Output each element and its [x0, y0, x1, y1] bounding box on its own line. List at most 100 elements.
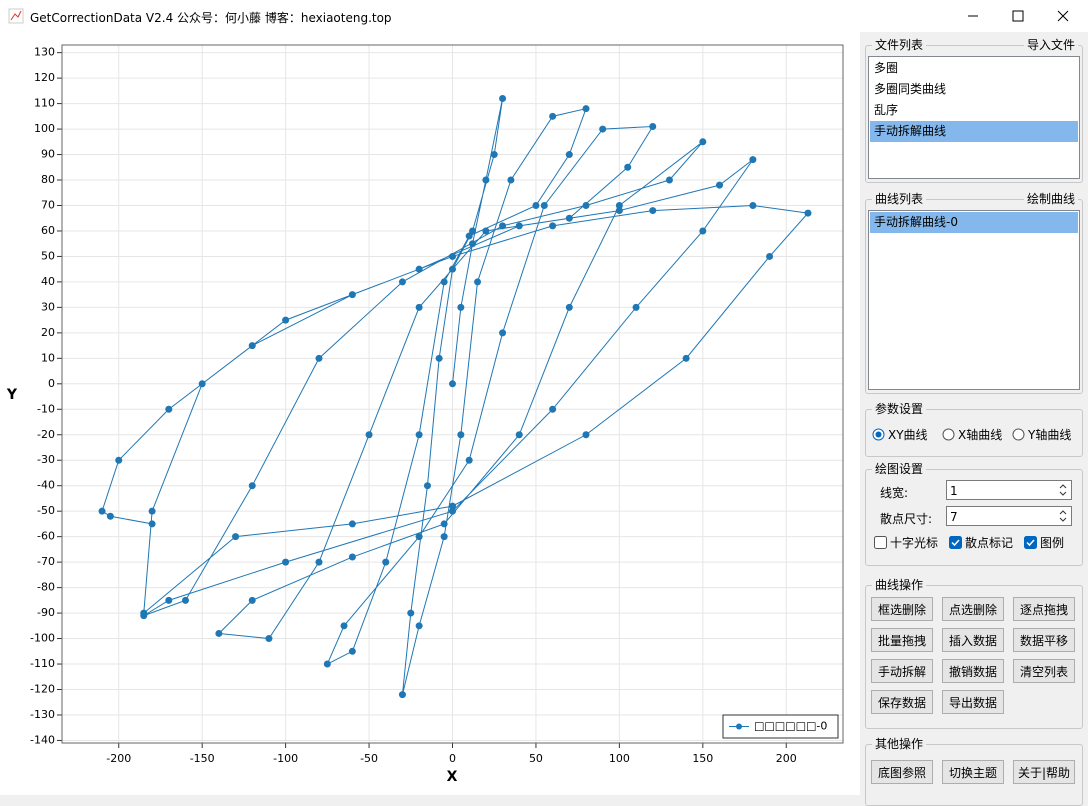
radio-label[interactable]: X轴曲线	[958, 428, 1003, 442]
data-point	[423, 482, 431, 490]
data-point	[198, 380, 206, 388]
data-point	[248, 342, 256, 350]
data-point	[457, 303, 465, 311]
y-tick-label: 110	[34, 97, 55, 110]
spin-value[interactable]: 1	[950, 484, 958, 498]
curve-list-group: 曲线列表 绘制曲线 手动拆解曲线-0	[865, 192, 1083, 394]
checkbox-label[interactable]: 散点标记	[965, 536, 1014, 550]
spin-box[interactable]: 7	[946, 506, 1072, 526]
radio[interactable]	[1012, 428, 1025, 441]
y-tick-label: -60	[37, 530, 55, 543]
radio-label[interactable]: XY曲线	[888, 428, 928, 442]
button[interactable]: 关于|帮助	[1013, 760, 1075, 784]
y-tick-label: -120	[30, 683, 55, 696]
button[interactable]: 插入数据	[942, 628, 1004, 652]
group-action[interactable]: 绘制曲线	[1023, 192, 1078, 206]
data-point	[582, 431, 590, 439]
button[interactable]: 切换主题	[942, 760, 1004, 784]
title-bar: GetCorrectionData V2.4 公众号：何小藤 博客：hexiao…	[0, 0, 1088, 32]
checkbox-option[interactable]: 十字光标	[874, 534, 938, 551]
data-point	[449, 252, 456, 260]
x-axis-label: X	[447, 769, 458, 785]
list-item[interactable]: 手动拆解曲线-0	[870, 212, 1078, 233]
x-tick-label: 100	[609, 752, 630, 765]
y-tick-label: -80	[37, 581, 55, 594]
chart: Y X -200 -150 -100 -50 0 50 100 150 200-140-130-…	[0, 32, 860, 795]
radio[interactable]	[942, 428, 955, 441]
y-tick-label: 20	[41, 326, 55, 339]
data-point	[148, 507, 156, 515]
checkbox[interactable]	[874, 536, 887, 549]
button[interactable]: 批量拖拽	[871, 628, 933, 652]
group-title: 曲线操作	[872, 578, 927, 592]
spin-value[interactable]: 7	[950, 510, 958, 524]
checkbox[interactable]	[1024, 536, 1037, 549]
checkbox-label[interactable]: 十字光标	[890, 536, 939, 550]
app-icon	[8, 8, 24, 24]
group-title: 绘图设置	[872, 462, 927, 476]
button[interactable]: 逐点拖拽	[1013, 597, 1075, 621]
radio-label[interactable]: Y轴曲线	[1028, 428, 1072, 442]
group-title: 参数设置	[872, 402, 927, 416]
data-point	[449, 265, 456, 273]
spin-box[interactable]: 1	[946, 480, 1072, 500]
field-label: 散点尺寸:	[880, 512, 933, 526]
button[interactable]: 清空列表	[1013, 659, 1075, 683]
series-line	[101, 98, 809, 695]
data-point	[348, 647, 356, 655]
button[interactable]: 框选删除	[871, 597, 933, 621]
checkbox-option[interactable]: 散点标记	[949, 534, 1013, 551]
params-group: 参数设置 XY曲线 X轴曲线 Y轴曲线	[865, 402, 1083, 457]
data-point	[482, 176, 490, 184]
button[interactable]: 底图参照	[871, 760, 933, 784]
data-point	[449, 507, 456, 515]
button[interactable]: 数据平移	[1013, 628, 1075, 652]
data-point	[582, 105, 590, 113]
data-point	[649, 207, 657, 215]
radio[interactable]	[872, 428, 885, 441]
y-tick-label: 100	[34, 122, 55, 135]
data-point	[565, 214, 573, 222]
button[interactable]: 撤销数据	[942, 659, 1004, 683]
plot-frame	[61, 44, 844, 744]
legend-marker	[736, 723, 742, 730]
button[interactable]: 保存数据	[871, 690, 933, 714]
data-point	[665, 176, 673, 184]
data-point	[716, 181, 724, 189]
button[interactable]: 手动拆解	[871, 659, 933, 683]
data-point	[415, 431, 423, 439]
data-point	[457, 431, 465, 439]
radio-option[interactable]: X轴曲线	[942, 426, 1002, 443]
data-point	[340, 622, 348, 630]
y-tick-label: 10	[41, 351, 55, 364]
group-action[interactable]: 导入文件	[1023, 38, 1078, 52]
data-point	[415, 622, 423, 630]
radio-option[interactable]: XY曲线	[872, 426, 928, 443]
y-tick-label: -90	[37, 606, 55, 619]
data-point	[323, 660, 331, 668]
checkbox-label[interactable]: 图例	[1040, 536, 1065, 550]
data-point	[699, 138, 707, 146]
data-point	[699, 227, 707, 235]
data-point	[415, 265, 423, 273]
button[interactable]: 点选删除	[942, 597, 1004, 621]
list-item[interactable]: 手动拆解曲线	[870, 121, 1078, 142]
data-point	[415, 533, 423, 541]
list-item[interactable]: 多圈	[874, 61, 899, 75]
y-axis-label: Y	[6, 387, 18, 403]
button[interactable]: 导出数据	[942, 690, 1004, 714]
data-point	[398, 278, 406, 286]
x-tick-label: -50	[360, 752, 378, 765]
spin-arrows[interactable]	[1058, 508, 1068, 524]
list-item[interactable]: 多圈同类曲线	[874, 82, 947, 96]
data-point	[407, 609, 415, 617]
list-item[interactable]: 乱序	[874, 103, 899, 117]
checkbox-option[interactable]: 图例	[1024, 534, 1064, 551]
window-controls[interactable]	[950, 0, 1088, 32]
y-tick-label: 30	[41, 300, 55, 313]
checkbox[interactable]	[949, 536, 962, 549]
y-tick-label: 90	[41, 148, 55, 161]
spin-arrows[interactable]	[1058, 482, 1068, 498]
radio-option[interactable]: Y轴曲线	[1012, 426, 1071, 443]
